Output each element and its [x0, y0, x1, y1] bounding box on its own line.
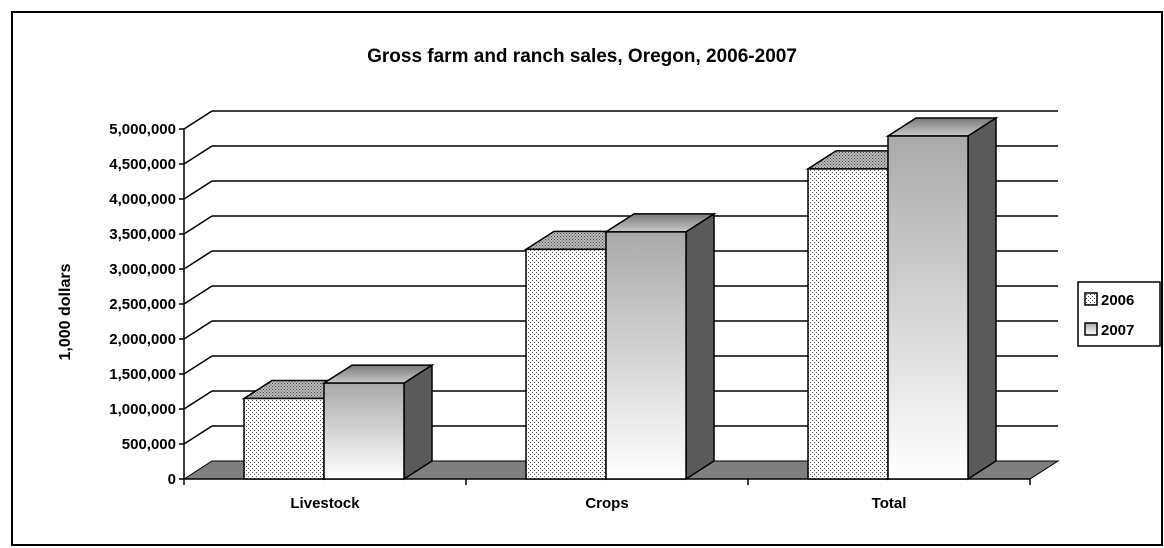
x-tick-label: Total: [872, 495, 907, 512]
bar-front: [807, 168, 889, 480]
legend-label-2006: 2006: [1101, 292, 1134, 309]
gridline-side: [183, 180, 213, 200]
y-tick-label: 2,000,000: [109, 331, 176, 348]
legend-swatch-2006: [1084, 292, 1098, 306]
bar-2007-livestock: [321, 363, 435, 481]
y-tick-label: 2,500,000: [109, 296, 176, 313]
y-tick-label: 4,500,000: [109, 156, 176, 173]
chart-title: Gross farm and ranch sales, Oregon, 2006…: [367, 46, 797, 67]
bar-front: [243, 397, 325, 480]
y-tick-label: 5,000,000: [109, 121, 176, 138]
y-tick-label: 0: [168, 471, 176, 488]
x-tick-label: Crops: [585, 495, 628, 512]
bar-front: [605, 231, 687, 480]
gridline-side: [183, 320, 213, 340]
bar-side: [403, 363, 433, 481]
y-tick-label: 4,000,000: [109, 191, 176, 208]
legend: 2006 2007: [1077, 281, 1161, 347]
y-tick-label: 3,000,000: [109, 261, 176, 278]
bar-front: [887, 135, 969, 480]
gridline-side: [183, 145, 213, 165]
y-tick-label: 1,500,000: [109, 366, 176, 383]
bar-front: [323, 382, 405, 480]
gridline-side: [183, 250, 213, 270]
chart-frame: Gross farm and ranch sales, Oregon, 2006…: [11, 11, 1163, 546]
y-tick-label: 500,000: [122, 436, 176, 453]
bar-2007-crops: [603, 212, 717, 481]
gridline-side: [183, 390, 213, 410]
bar-chart: Gross farm and ranch sales, Oregon, 2006…: [57, 46, 1161, 512]
y-axis-title: 1,000 dollars: [57, 263, 74, 360]
y-tick-labels: 0 500,000 1,000,000 1,500,000 2,000,000 2,500…: [109, 121, 176, 488]
x-tick-labels: Livestock Crops Total: [290, 495, 906, 512]
bar-2007-total: [885, 116, 999, 481]
legend-swatch-2007: [1084, 322, 1098, 336]
gridline-side: [183, 215, 213, 235]
gridline-side: [183, 425, 213, 445]
y-tick-label: 3,500,000: [109, 226, 176, 243]
x-tick-label: Livestock: [290, 495, 360, 512]
gridline-side: [183, 285, 213, 305]
bar-side: [685, 212, 715, 481]
y-tick-label: 1,000,000: [109, 401, 176, 418]
gridline-side: [183, 110, 213, 130]
legend-label-2007: 2007: [1101, 322, 1134, 339]
bars: [241, 116, 999, 481]
bar-side: [967, 116, 997, 481]
bar-front: [525, 248, 607, 480]
gridline-side: [183, 355, 213, 375]
